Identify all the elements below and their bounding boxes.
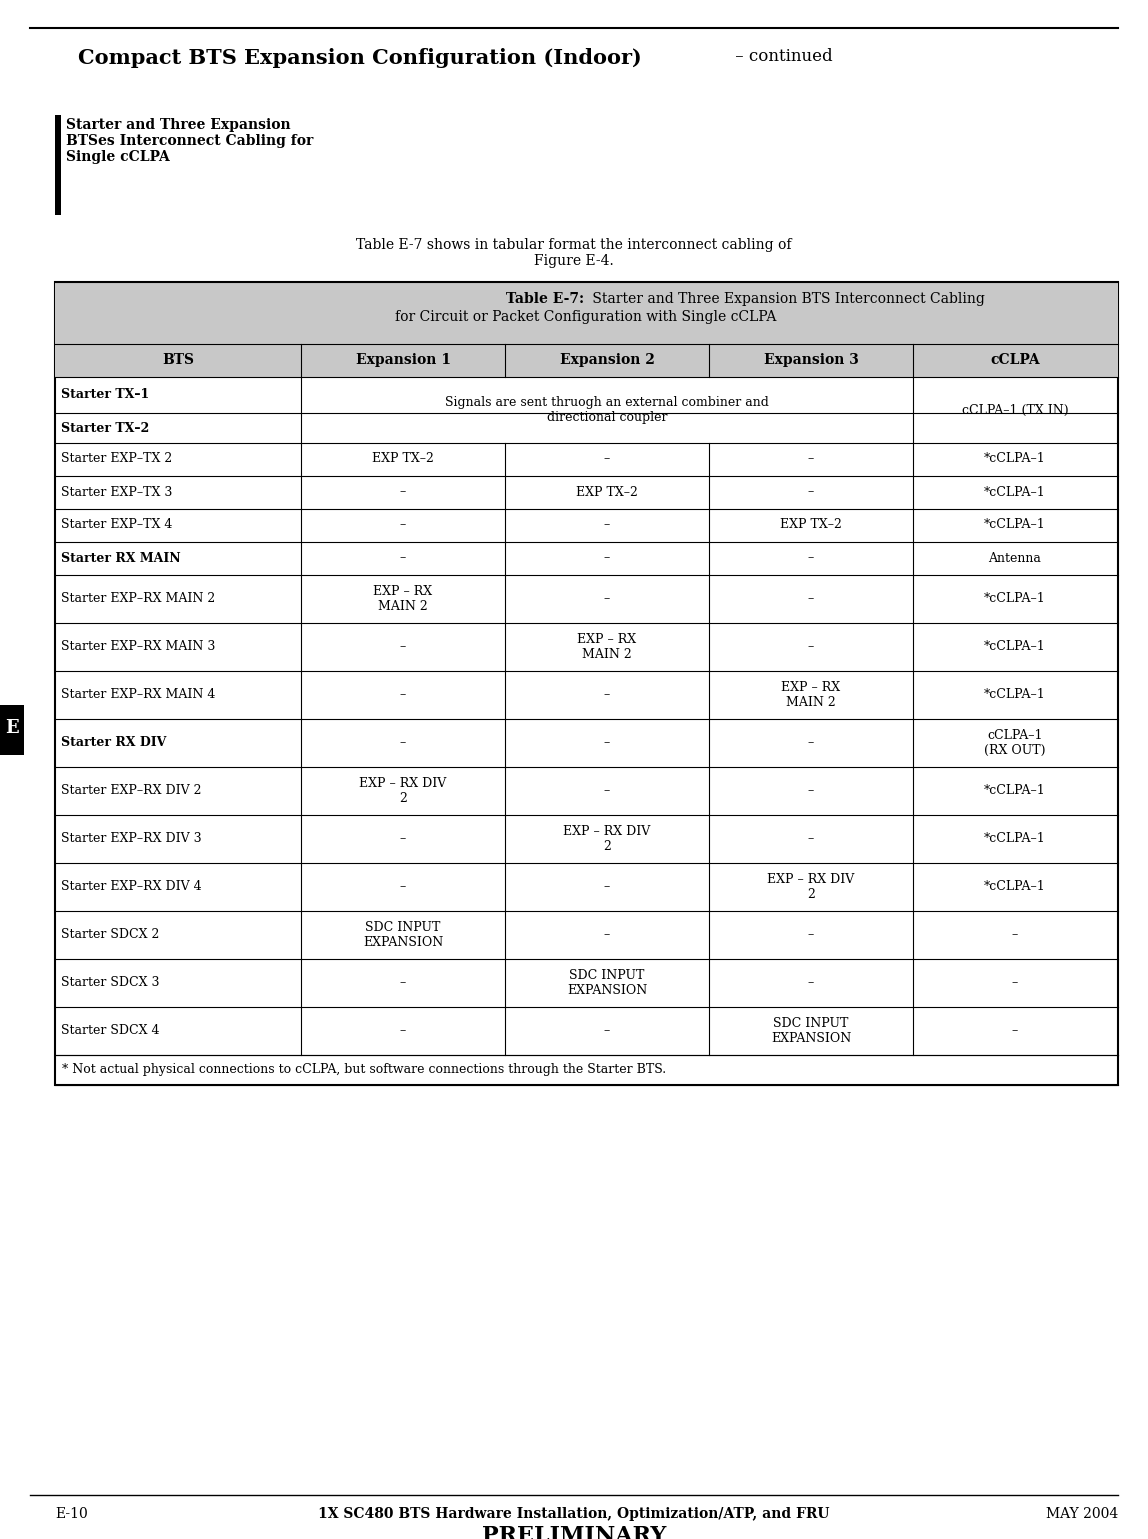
- Text: cCLPA–1
(RX OUT): cCLPA–1 (RX OUT): [984, 729, 1046, 757]
- Text: Starter TX–2: Starter TX–2: [61, 422, 149, 434]
- Text: *cCLPA–1: *cCLPA–1: [984, 785, 1046, 797]
- Text: 1X SC480 BTS Hardware Installation, Optimization/ATP, and FRU: 1X SC480 BTS Hardware Installation, Opti…: [318, 1507, 830, 1521]
- Text: –: –: [604, 880, 610, 894]
- Text: cCLPA–1 (TX IN): cCLPA–1 (TX IN): [962, 403, 1069, 417]
- Text: Starter and Three Expansion BTS Interconnect Cabling: Starter and Three Expansion BTS Intercon…: [588, 292, 985, 306]
- Text: Signals are sent thruogh an external combiner and
directional coupler: Signals are sent thruogh an external com…: [445, 396, 769, 425]
- Text: Starter EXP–TX 4: Starter EXP–TX 4: [61, 519, 172, 531]
- Text: *cCLPA–1: *cCLPA–1: [984, 880, 1046, 894]
- Text: EXP TX–2: EXP TX–2: [372, 452, 434, 465]
- Text: Starter SDCX 4: Starter SDCX 4: [61, 1025, 160, 1037]
- Text: *cCLPA–1: *cCLPA–1: [984, 593, 1046, 605]
- Text: Starter RX MAIN: Starter RX MAIN: [61, 551, 180, 565]
- Text: EXP – RX DIV
2: EXP – RX DIV 2: [767, 873, 854, 900]
- Text: EXP – RX
MAIN 2: EXP – RX MAIN 2: [782, 680, 840, 709]
- Text: Starter EXP–RX DIV 4: Starter EXP–RX DIV 4: [61, 880, 202, 894]
- Text: E-10: E-10: [55, 1507, 87, 1521]
- Text: Antenna: Antenna: [988, 551, 1041, 565]
- Text: –: –: [604, 688, 610, 702]
- Text: –: –: [808, 593, 814, 605]
- Bar: [55, 115, 61, 215]
- Text: Starter and Three Expansion
BTSes Interconnect Cabling for
Single cCLPA: Starter and Three Expansion BTSes Interc…: [65, 119, 313, 165]
- Text: –: –: [808, 833, 814, 845]
- Text: Compact BTS Expansion Configuration (Indoor): Compact BTS Expansion Configuration (Ind…: [78, 48, 642, 68]
- Text: –: –: [808, 551, 814, 565]
- Text: –: –: [400, 688, 406, 702]
- Text: –: –: [604, 785, 610, 797]
- Text: PRELIMINARY: PRELIMINARY: [482, 1525, 666, 1539]
- Text: *cCLPA–1: *cCLPA–1: [984, 452, 1046, 465]
- Text: SDC INPUT
EXPANSION: SDC INPUT EXPANSION: [770, 1017, 851, 1045]
- Text: –: –: [808, 640, 814, 654]
- Text: MAY 2004: MAY 2004: [1046, 1507, 1118, 1521]
- Text: –: –: [808, 785, 814, 797]
- Text: Starter RX DIV: Starter RX DIV: [61, 737, 166, 749]
- Text: Table E-7:: Table E-7:: [506, 292, 584, 306]
- Text: Starter EXP–RX MAIN 2: Starter EXP–RX MAIN 2: [61, 593, 216, 605]
- Text: Starter TX–1: Starter TX–1: [61, 388, 149, 402]
- Text: –: –: [604, 452, 610, 465]
- Text: –: –: [400, 485, 406, 499]
- Text: –: –: [400, 519, 406, 531]
- Text: –: –: [808, 452, 814, 465]
- Text: –: –: [400, 737, 406, 749]
- Text: cCLPA: cCLPA: [991, 352, 1040, 366]
- Text: EXP – RX DIV
2: EXP – RX DIV 2: [359, 777, 447, 805]
- Text: –: –: [400, 551, 406, 565]
- Text: –: –: [400, 640, 406, 654]
- Text: Starter EXP–TX 3: Starter EXP–TX 3: [61, 485, 172, 499]
- Text: Expansion 2: Expansion 2: [559, 352, 654, 366]
- Bar: [55, 282, 1118, 1085]
- Text: EXP TX–2: EXP TX–2: [576, 485, 638, 499]
- Text: –: –: [808, 977, 814, 990]
- Text: *cCLPA–1: *cCLPA–1: [984, 833, 1046, 845]
- Text: –: –: [400, 880, 406, 894]
- Text: *cCLPA–1: *cCLPA–1: [984, 688, 1046, 702]
- Text: –: –: [808, 737, 814, 749]
- Text: Expansion 3: Expansion 3: [763, 352, 859, 366]
- Text: –: –: [604, 551, 610, 565]
- Text: for Circuit or Packet Configuration with Single cCLPA: for Circuit or Packet Configuration with…: [395, 309, 777, 325]
- Text: –: –: [604, 928, 610, 942]
- Text: –: –: [1011, 928, 1018, 942]
- Text: EXP – RX
MAIN 2: EXP – RX MAIN 2: [577, 633, 636, 660]
- Text: EXP TX–2: EXP TX–2: [779, 519, 841, 531]
- Text: *cCLPA–1: *cCLPA–1: [984, 519, 1046, 531]
- Text: Starter EXP–RX DIV 2: Starter EXP–RX DIV 2: [61, 785, 202, 797]
- Text: SDC INPUT
EXPANSION: SDC INPUT EXPANSION: [363, 920, 443, 950]
- Text: Starter SDCX 3: Starter SDCX 3: [61, 977, 160, 990]
- Text: Starter EXP–RX DIV 3: Starter EXP–RX DIV 3: [61, 833, 202, 845]
- Text: BTS: BTS: [162, 352, 194, 366]
- Text: Starter SDCX 2: Starter SDCX 2: [61, 928, 160, 942]
- Text: EXP – RX DIV
2: EXP – RX DIV 2: [564, 825, 651, 853]
- Text: Starter EXP–TX 2: Starter EXP–TX 2: [61, 452, 172, 465]
- Text: SDC INPUT
EXPANSION: SDC INPUT EXPANSION: [567, 970, 647, 997]
- Bar: [55, 345, 1118, 377]
- Text: –: –: [400, 833, 406, 845]
- Text: –: –: [604, 737, 610, 749]
- Text: E: E: [6, 719, 18, 737]
- Text: –: –: [808, 485, 814, 499]
- Text: *cCLPA–1: *cCLPA–1: [984, 640, 1046, 654]
- Text: –: –: [604, 519, 610, 531]
- Bar: [0, 705, 24, 756]
- Text: –: –: [1011, 1025, 1018, 1037]
- Text: –: –: [604, 593, 610, 605]
- Text: –: –: [1011, 977, 1018, 990]
- Text: –: –: [808, 928, 814, 942]
- Text: –: –: [400, 977, 406, 990]
- Text: *cCLPA–1: *cCLPA–1: [984, 485, 1046, 499]
- Text: – continued: – continued: [730, 48, 832, 65]
- Text: Starter EXP–RX MAIN 4: Starter EXP–RX MAIN 4: [61, 688, 216, 702]
- Bar: [55, 282, 1118, 345]
- Text: –: –: [604, 1025, 610, 1037]
- Text: –: –: [400, 1025, 406, 1037]
- Text: Table E-7 shows in tabular format the interconnect cabling of
Figure E-4.: Table E-7 shows in tabular format the in…: [356, 239, 792, 268]
- Text: EXP – RX
MAIN 2: EXP – RX MAIN 2: [373, 585, 433, 613]
- Text: Starter EXP–RX MAIN 3: Starter EXP–RX MAIN 3: [61, 640, 216, 654]
- Text: Expansion 1: Expansion 1: [356, 352, 450, 366]
- Text: * Not actual physical connections to cCLPA, but software connections through the: * Not actual physical connections to cCL…: [62, 1063, 666, 1076]
